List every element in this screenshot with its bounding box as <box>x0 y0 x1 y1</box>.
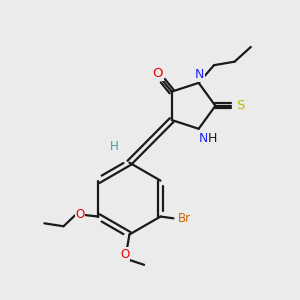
Text: N: N <box>198 132 208 145</box>
Text: S: S <box>236 99 244 112</box>
Text: O: O <box>153 67 163 80</box>
Text: Br: Br <box>178 212 191 225</box>
Text: H: H <box>110 140 118 153</box>
Text: O: O <box>75 208 85 221</box>
Text: N: N <box>195 68 205 81</box>
Text: H: H <box>208 132 217 145</box>
Text: O: O <box>120 248 130 261</box>
